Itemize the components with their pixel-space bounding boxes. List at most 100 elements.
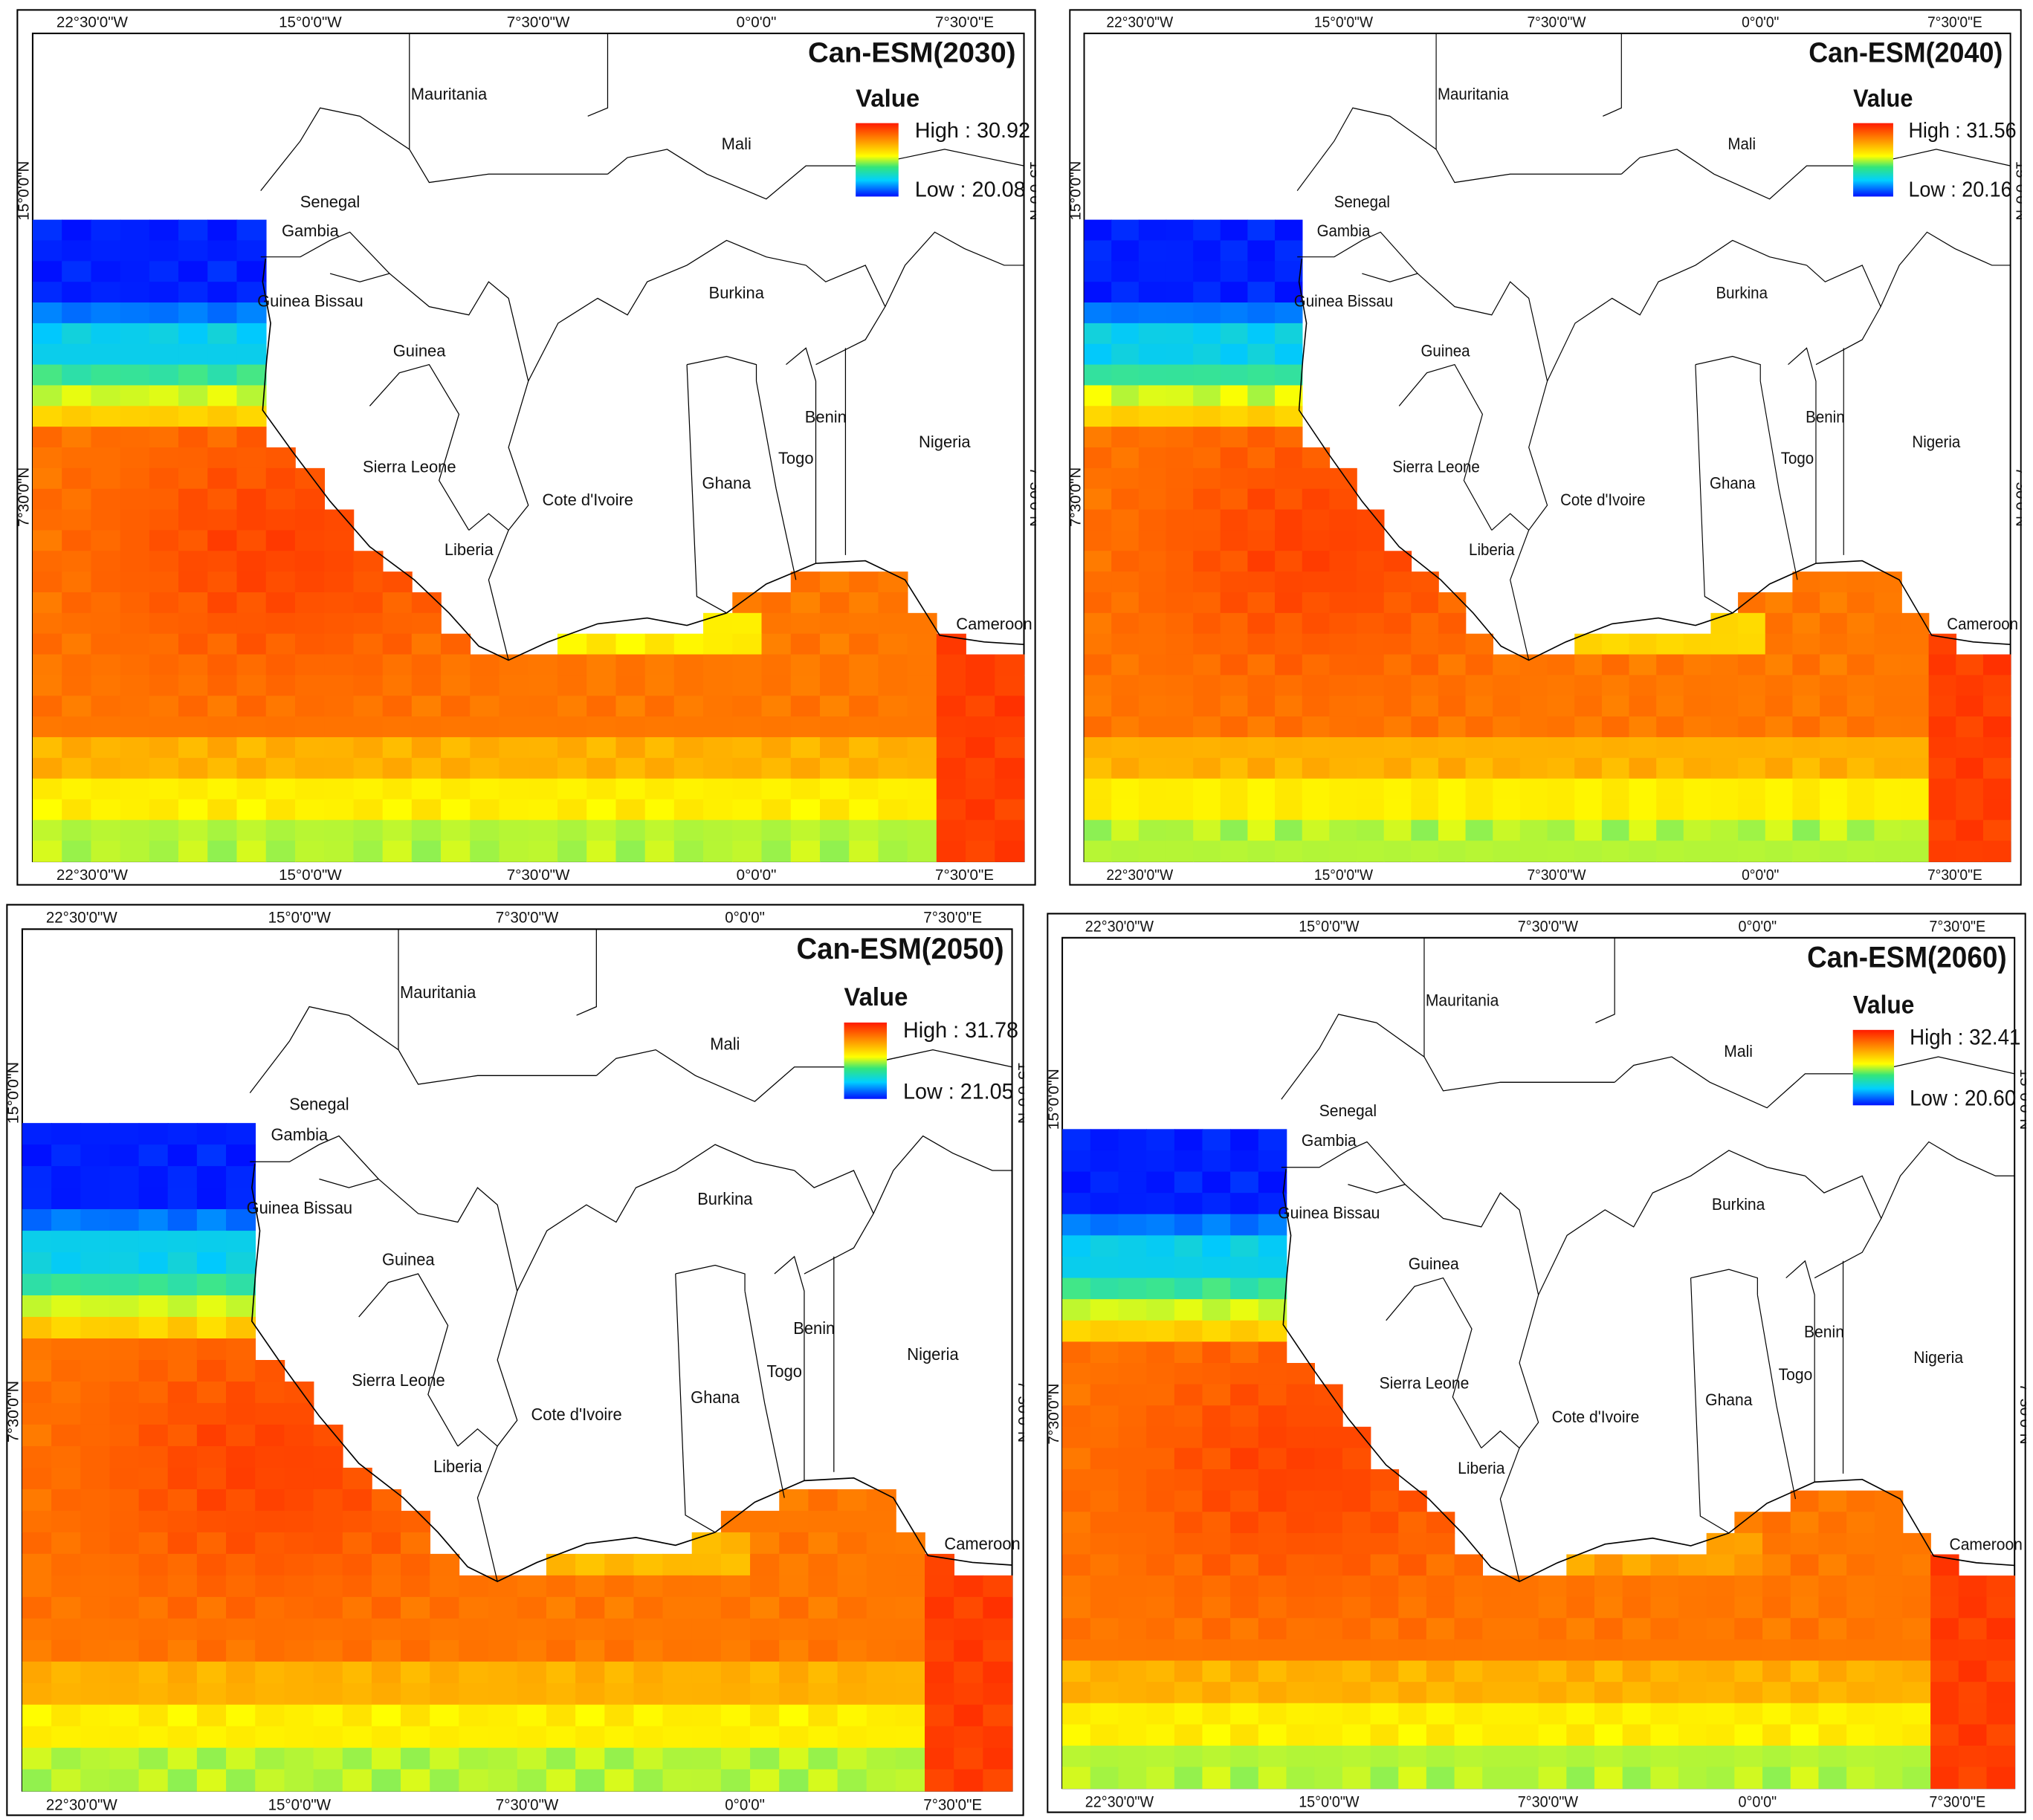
raster-cell [1220,654,1249,676]
raster-cell [1230,1554,1259,1576]
raster-cell [1062,1235,1091,1257]
raster-cell [1062,1469,1091,1492]
country-border [744,1291,785,1498]
raster-cell [1426,1703,1455,1726]
raster-cell [207,654,238,676]
raster-cell [138,1467,169,1490]
raster-cell [925,1683,955,1706]
raster-cell [1629,716,1657,738]
raster-cell [1302,447,1331,469]
raster-cell [226,1747,256,1770]
raster-cell [1286,1745,1316,1768]
raster-cell [1357,675,1385,697]
raster-cell [178,551,209,572]
raster-cell [1928,820,1957,842]
raster-cell [790,778,821,800]
raster-cell [149,530,179,552]
raster-cell [1174,1426,1203,1449]
raster-cell [586,675,617,697]
raster-cell [1547,716,1575,738]
raster-cell [22,1596,52,1619]
raster-cell [1820,571,1848,593]
raster-cell [109,1123,140,1145]
raster-cell [1792,571,1820,593]
raster-cell [411,592,442,614]
raster-cell [371,1747,401,1770]
raster-cell [401,1596,431,1619]
raster-cell [1738,799,1766,821]
raster-cell [1706,1724,1736,1746]
raster-cell [1302,654,1331,676]
raster-cell [662,1726,693,1749]
raster-cell [1138,633,1167,655]
raster-cell [62,282,92,303]
raster-cell [936,757,966,780]
raster-cell [849,654,879,676]
raster-cell [954,1639,984,1662]
raster-cell [1734,1639,1763,1662]
raster-cell [1683,799,1712,821]
raster-cell [779,1769,809,1792]
raster-cell [1193,427,1221,448]
raster-cell [1928,654,1957,676]
raster-cell [1650,1639,1679,1662]
raster-cell [866,1769,896,1792]
raster-cell [120,592,150,614]
raster-cell [1062,1341,1091,1364]
raster-cell [149,716,179,738]
raster-cell [790,841,821,862]
raster-cell [207,716,238,738]
country-label: Cameroon [1947,615,2018,633]
raster-cell [1247,364,1276,386]
raster-cell [1706,1554,1736,1576]
longitude-tick-label: 0°0'0" [1742,14,1779,31]
raster-cell [342,1596,372,1619]
country-border [260,231,390,274]
raster-cell [1111,261,1140,282]
raster-cell [936,654,966,676]
raster-cell [1202,1766,1231,1790]
raster-cell [1738,654,1766,676]
raster-cell [1874,696,1902,717]
raster-cell [1247,571,1276,593]
raster-cell [32,841,63,862]
raster-cell [207,736,238,759]
raster-cell [604,1683,635,1706]
raster-cell [120,778,150,800]
raster-cell [120,530,150,552]
raster-cell [1846,716,1875,738]
raster-cell [1230,1576,1259,1598]
legend-low-label: Low : 20.16 [1908,178,2011,201]
raster-cell [255,1661,285,1684]
raster-cell [265,716,296,738]
raster-cell [1357,530,1385,552]
raster-cell [1090,1320,1119,1343]
raster-cell [1493,841,1521,862]
raster-cell [1734,1576,1763,1598]
raster-cell [1111,841,1140,862]
raster-cell [1329,736,1357,759]
raster-cell [1594,1618,1623,1640]
raster-cell [1411,799,1439,821]
longitude-tick-label: 0°0'0" [725,1796,765,1813]
raster-cell [62,509,92,531]
raster-cell [819,757,850,780]
raster-cell [178,488,209,511]
raster-cell [1846,841,1875,862]
raster-cell [91,530,121,552]
raster-cell [284,1532,314,1555]
raster-cell [371,1769,401,1792]
raster-cell [226,1424,256,1447]
raster-cell [644,799,675,821]
country-label: Guinea [382,1250,435,1269]
raster-cell [1594,1639,1623,1662]
raster-cell [1629,841,1657,862]
raster-cell [196,1381,227,1404]
raster-cell [459,1596,489,1619]
raster-cell [1193,467,1221,490]
raster-cell [1629,696,1657,717]
raster-cell [138,1489,169,1512]
raster-cell [1928,716,1957,738]
raster-cell [1792,696,1820,717]
raster-cell [1357,571,1385,593]
